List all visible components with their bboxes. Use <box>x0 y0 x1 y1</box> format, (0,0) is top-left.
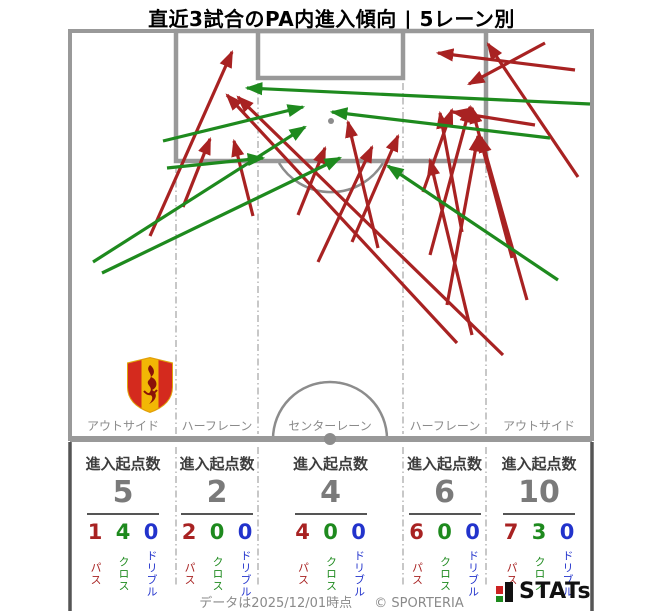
dribble-label: ドリブル <box>145 550 158 598</box>
entry-arrow <box>435 48 576 72</box>
penalty-spot <box>328 118 334 124</box>
cross-count: 0 <box>323 520 338 544</box>
entry-arrow <box>428 104 473 256</box>
dribble-count: 0 <box>465 520 480 544</box>
entry-arrow <box>92 125 307 264</box>
pass-count: 4 <box>295 520 310 544</box>
origin-count: 5 <box>112 475 134 510</box>
dribble-count: 0 <box>559 520 575 544</box>
lane-labels: アウトサイド ハーフレーン センターレーン ハーフレーン アウトサイド <box>87 419 575 433</box>
pass-label: パス <box>296 562 310 586</box>
entry-arrow <box>478 134 529 301</box>
entry-arrow <box>450 107 536 127</box>
cross-label: クロス <box>438 556 452 592</box>
pass-count: 6 <box>409 520 424 544</box>
entry-arrow <box>427 157 474 336</box>
entry-arrow <box>225 93 459 345</box>
pass-count: 2 <box>181 520 197 544</box>
penalty-arc <box>277 162 385 194</box>
lane-stats-2: 進入起点数 2 2 パス 0 クロス 0 ドリブル <box>176 447 258 602</box>
center-circle <box>271 380 389 440</box>
lane-stats-5: 進入起点数 10 7 パス 3 クロス 0 ドリブル <box>486 447 592 602</box>
dribble-label: ドリブル <box>466 550 480 598</box>
lane-label-3: センターレーン <box>288 419 371 433</box>
lane-label-2: ハーフレーン <box>182 419 253 433</box>
origin-count: 10 <box>518 475 560 510</box>
footer: データは2025/12/01時点 © SPORTERIA <box>0 592 663 611</box>
entry-arrow <box>181 136 212 208</box>
entry-arrow <box>166 153 266 170</box>
stat-title: 進入起点数 <box>406 455 482 473</box>
stats-logo-icon <box>496 582 513 602</box>
divider-rule <box>408 513 481 515</box>
stat-title: 進入起点数 <box>179 455 255 473</box>
chart-title: 直近3試合のPA内進入傾向 | 5レーン別 <box>148 7 515 31</box>
pass-count: 7 <box>503 520 519 544</box>
lane-stats-1: 進入起点数 5 1 パス 4 クロス 0 ドリブル <box>70 447 176 602</box>
center-spot <box>324 433 336 445</box>
divider-rule <box>87 513 159 515</box>
dribble-label: ドリブル <box>239 550 252 598</box>
divider-rule <box>181 513 253 515</box>
pass-count: 1 <box>87 520 103 544</box>
stats-borders <box>68 442 594 611</box>
team-emblem <box>127 357 173 413</box>
dribble-label: ドリブル <box>561 550 574 598</box>
lane-label-1: アウトサイド <box>87 419 159 433</box>
lane-stats-3: 進入起点数 4 4 パス 0 クロス 0 ドリブル <box>258 447 403 602</box>
entry-arrow <box>148 49 234 237</box>
stat-title: 進入起点数 <box>292 455 368 473</box>
entry-arrow <box>445 133 482 306</box>
cross-count: 3 <box>531 520 547 544</box>
entry-arrow <box>350 133 400 243</box>
divider-rule <box>503 513 575 515</box>
stat-title: 進入起点数 <box>85 455 161 473</box>
lane-stats-4: 進入起点数 6 6 パス 0 クロス 0 ドリブル <box>403 447 486 602</box>
entry-arrow <box>244 82 591 106</box>
entry-arrows <box>92 41 591 357</box>
dribble-count: 0 <box>237 520 253 544</box>
entry-arrow <box>162 104 306 143</box>
stats-logo: STATs <box>496 581 591 603</box>
stats-logo-text: STATs <box>519 579 592 604</box>
origin-count: 6 <box>434 475 455 510</box>
entry-arrow <box>316 145 374 263</box>
entry-arrow <box>296 145 327 216</box>
origin-count: 2 <box>206 475 228 510</box>
stat-title: 進入起点数 <box>501 455 577 473</box>
dribble-count: 0 <box>351 520 366 544</box>
entry-arrow <box>329 107 551 140</box>
data-timestamp: データは2025/12/01時点 <box>199 596 353 611</box>
pass-label: パス <box>505 562 518 586</box>
pass-label: パス <box>410 562 424 586</box>
entry-arrow <box>231 138 255 217</box>
cross-label: クロス <box>324 556 338 592</box>
origin-count: 4 <box>320 475 341 510</box>
cross-label: クロス <box>211 556 224 592</box>
goal-area <box>255 28 406 81</box>
dribble-count: 0 <box>143 520 159 544</box>
lane-label-4: ハーフレーン <box>410 419 481 433</box>
pass-label: パス <box>183 562 196 586</box>
entry-arrow <box>386 164 559 282</box>
cross-count: 4 <box>115 520 131 544</box>
pass-label: パス <box>89 562 102 586</box>
dribble-label: ドリブル <box>352 550 366 598</box>
entry-arrow <box>469 105 514 259</box>
cross-count: 0 <box>437 520 452 544</box>
lane-label-5: アウトサイド <box>503 419 575 433</box>
cross-count: 0 <box>209 520 225 544</box>
divider-rule <box>294 513 367 515</box>
cross-label: クロス <box>117 556 130 592</box>
entry-arrow <box>467 41 546 86</box>
copyright: © SPORTERIA <box>374 596 464 611</box>
entry-arrow <box>101 156 342 275</box>
cross-label: クロス <box>533 556 546 592</box>
